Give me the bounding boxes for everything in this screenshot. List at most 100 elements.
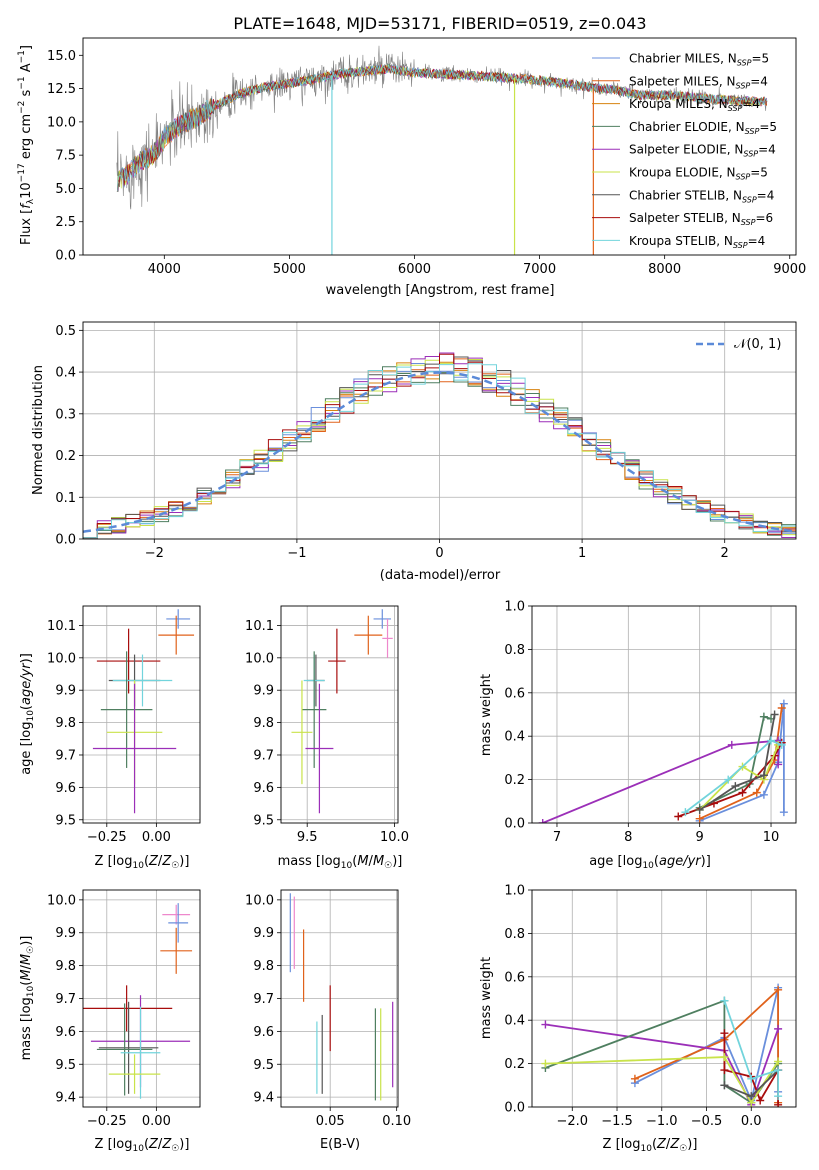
weight-marker — [774, 1100, 783, 1107]
y-tick-label: 9.6 — [253, 781, 274, 796]
weight-marker — [779, 699, 788, 708]
svg-text:Flux [fλ10−17 erg cm−2 s−1 A−1: Flux [fλ10−17 erg cm−2 s−1 A−1] — [17, 45, 36, 245]
y-tick-label: 9.8 — [55, 716, 76, 731]
x-tick-label: 7000 — [523, 262, 556, 277]
spectrum-plot: 4000 5000 6000 7000 8000 9000 0.0 2.5 5.0 7.5 10.0… — [47, 37, 806, 277]
y-tick-label: 12.5 — [47, 82, 76, 97]
y-tick-label: 10.1 — [47, 619, 76, 634]
weight-vs-metallicity-plot: −2.0 −1.5 −1.0 −0.5 0.0 0.0 0.2 0.4 0.6 0.8 1.0 — [504, 884, 797, 1129]
x-tick-label: 0 — [435, 546, 443, 561]
weight-marker — [752, 788, 761, 797]
x-tick-label: 0.10 — [382, 1114, 411, 1129]
axes-frame — [280, 605, 399, 824]
y-tick-label: 9.8 — [253, 959, 274, 974]
y-tick-label: 0.8 — [504, 927, 525, 942]
weight-marker — [747, 1092, 756, 1101]
x-tick-label: −2 — [145, 546, 164, 561]
y-tick-label: 0.3 — [55, 407, 76, 422]
axes-frame — [82, 889, 201, 1108]
weight-line — [545, 1023, 779, 1107]
weight-series — [541, 983, 783, 1107]
weight-marker — [731, 782, 740, 791]
weight-line — [699, 744, 780, 811]
y-tick-label: 9.6 — [55, 781, 76, 796]
y-tick-label: 0.6 — [504, 686, 525, 701]
y-tick-label: 0.0 — [504, 1101, 525, 1116]
x-tick-label: −0.5 — [691, 1114, 723, 1129]
y-tick-label: 2.5 — [55, 215, 76, 230]
weight-marker — [695, 805, 704, 814]
x-tick-label: 6000 — [398, 262, 431, 277]
axes-frame — [280, 889, 399, 1108]
weight-marker — [774, 760, 783, 769]
weight-marker — [774, 1066, 783, 1075]
weight-marker — [630, 1074, 639, 1083]
y-tick-label: 0.6 — [504, 970, 525, 985]
y-tick-label: 9.9 — [55, 684, 76, 699]
weight-marker — [720, 996, 729, 1005]
weight-marker — [724, 775, 733, 784]
weight-marker — [777, 703, 786, 712]
y-tick-label: 0.0 — [55, 249, 76, 264]
age-vs-z-xlabel: Z [log10(Z/Z☉)] — [95, 854, 190, 871]
legend-entry: Kroupa MILES, NSSP=4 — [629, 97, 760, 113]
weight-line — [542, 739, 780, 823]
weight-marker — [759, 771, 768, 780]
mass-vs-extinction-plot: 0.05 0.10 9.4 9.5 9.6 9.7 9.8 9.9 10.0 — [245, 889, 411, 1129]
age-ylabel: age [log10(age/yr)] — [19, 653, 36, 775]
weight-line — [723, 1000, 779, 1097]
spectrum-lines — [116, 45, 768, 255]
error-bars — [289, 893, 394, 1101]
x-tick-label: 9.5 — [297, 830, 318, 845]
x-tick-label: −1.0 — [646, 1114, 678, 1129]
y-tick-label: 7.5 — [55, 149, 76, 164]
legend-entry: Kroupa STELIB, NSSP=4 — [629, 234, 765, 250]
y-tick-label: 0.4 — [55, 366, 76, 381]
weight-marker — [681, 808, 690, 817]
spectrum-ylabel: Flux [fλ10−17 erg cm−2 s−1 A−1] — [17, 45, 36, 245]
spectrum-title: PLATE=1648, MJD=53171, FIBERID=0519, z=0… — [233, 14, 646, 33]
spectrum-xlabel: wavelength [Angstrom, rest frame] — [326, 283, 555, 298]
weight-marker — [541, 1059, 550, 1068]
age-vs-mass-xlabel: mass [log10(M/M☉)] — [278, 854, 403, 871]
legend-entry: Chabrier ELODIE, NSSP=5 — [629, 120, 777, 136]
normal-curve — [83, 371, 794, 533]
weight-marker — [747, 1074, 756, 1083]
weight-marker — [727, 740, 736, 749]
y-tick-label: 9.4 — [253, 1091, 274, 1106]
histograms — [83, 352, 796, 539]
mass-vs-z-xlabel: Z [log10(Z/Z☉)] — [95, 1137, 190, 1154]
x-tick-label: 10.0 — [380, 830, 409, 845]
weight-vs-z-xlabel: Z [log10(Z/Z☉)] — [603, 1137, 698, 1154]
x-tick-label: −1 — [287, 546, 306, 561]
y-tick-label: 10.0 — [47, 115, 76, 130]
mass-ylabel: mass [log10(M/M☉)] — [19, 936, 36, 1061]
weight-marker — [770, 710, 779, 719]
y-tick-label: 9.8 — [253, 716, 274, 731]
weight-marker — [777, 740, 786, 749]
y-tick-label: 9.9 — [253, 926, 274, 941]
y-tick-label: 0.2 — [55, 449, 76, 464]
axes-frame — [82, 37, 797, 256]
legend-entry: Salpeter MILES, NSSP=4 — [629, 74, 768, 90]
weight-vs-age-ylabel: mass weight — [479, 674, 494, 756]
weight-marker — [756, 1096, 765, 1105]
weight-marker — [541, 1020, 550, 1029]
weight-marker — [774, 1092, 783, 1101]
svg-text:Z [log10(Z/Z☉)]: Z [log10(Z/Z☉)] — [95, 854, 190, 871]
y-tick-label: 10.0 — [47, 893, 76, 908]
y-tick-label: 9.4 — [55, 1091, 76, 1106]
svg-text:mass [log10(M/M☉)]: mass [log10(M/M☉)] — [278, 854, 403, 871]
weight-marker — [720, 1066, 729, 1075]
weight-series — [538, 699, 788, 823]
weight-marker — [759, 790, 768, 799]
weight-marker — [759, 712, 768, 721]
weight-marker — [774, 1057, 783, 1066]
weight-marker — [538, 819, 547, 823]
y-tick-label: 1.0 — [504, 884, 525, 899]
weight-marker — [720, 1053, 729, 1062]
legend-entry: Kroupa ELODIE, NSSP=5 — [629, 166, 768, 182]
age-vs-mass-plot: 9.5 10.0 9.5 9.6 9.7 9.8 9.9 10.0 10.1 — [245, 605, 409, 845]
weight-marker — [767, 736, 776, 745]
